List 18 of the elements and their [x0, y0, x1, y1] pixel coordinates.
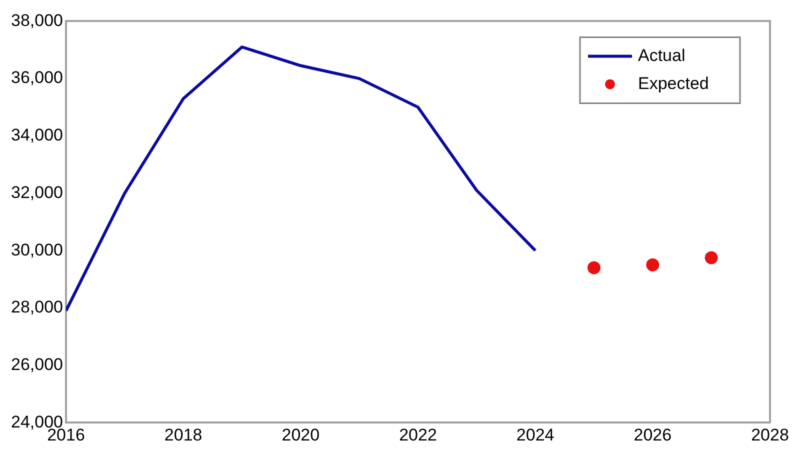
- point: [704, 251, 718, 264]
- x-tick-label: 2024: [516, 425, 554, 444]
- legend-label: Actual: [638, 46, 686, 65]
- y-tick-label: 26,000: [10, 354, 63, 374]
- x-tick-label: 2026: [634, 425, 672, 444]
- point: [646, 258, 660, 272]
- x-tick-label: 2022: [399, 425, 437, 444]
- legend-label: Expected: [638, 74, 709, 93]
- y-tick-label: 36,000: [10, 68, 63, 88]
- x-tick-label: 2028: [751, 425, 789, 444]
- y-tick-label: 38,000: [10, 10, 63, 30]
- x-tick-label: 2018: [164, 425, 202, 444]
- point: [588, 261, 600, 274]
- y-tick-label: 34,000: [10, 126, 63, 145]
- y-tick-label: 30,000: [10, 240, 63, 260]
- y-tick-label: 28,000: [10, 298, 63, 317]
- x-tick-label: 2020: [282, 425, 320, 444]
- y-tick-label: 32,000: [10, 182, 63, 202]
